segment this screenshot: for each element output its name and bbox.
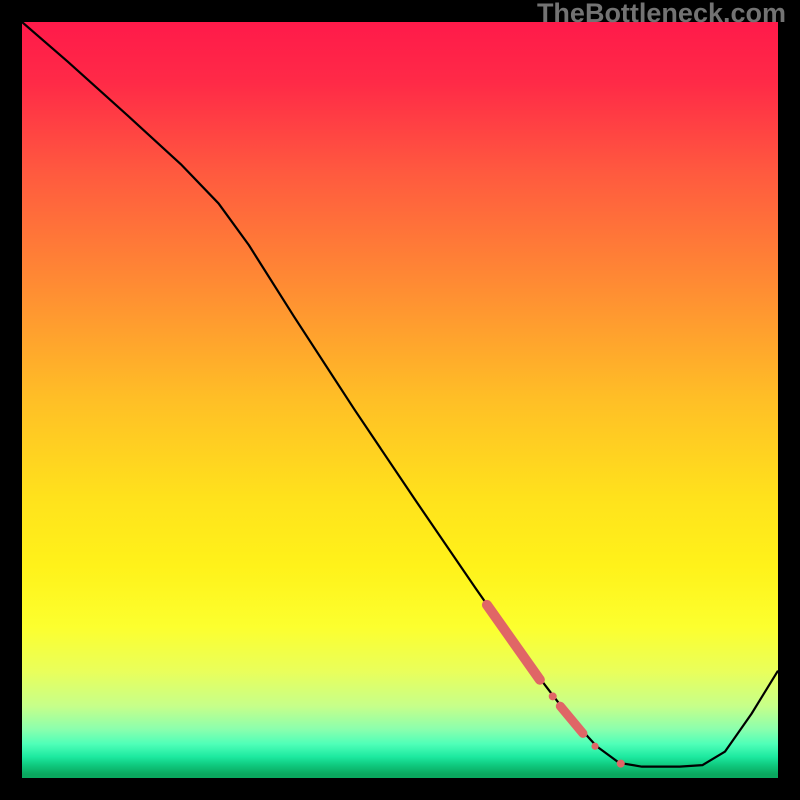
marker-dot: [617, 760, 625, 768]
watermark-text: TheBottleneck.com: [537, 0, 786, 29]
marker-dot: [591, 743, 598, 750]
gradient-background: [22, 22, 778, 778]
chart-svg: [22, 22, 778, 778]
chart-root: TheBottleneck.com: [0, 0, 800, 800]
plot-area: [22, 22, 778, 778]
marker-dot: [549, 692, 557, 700]
